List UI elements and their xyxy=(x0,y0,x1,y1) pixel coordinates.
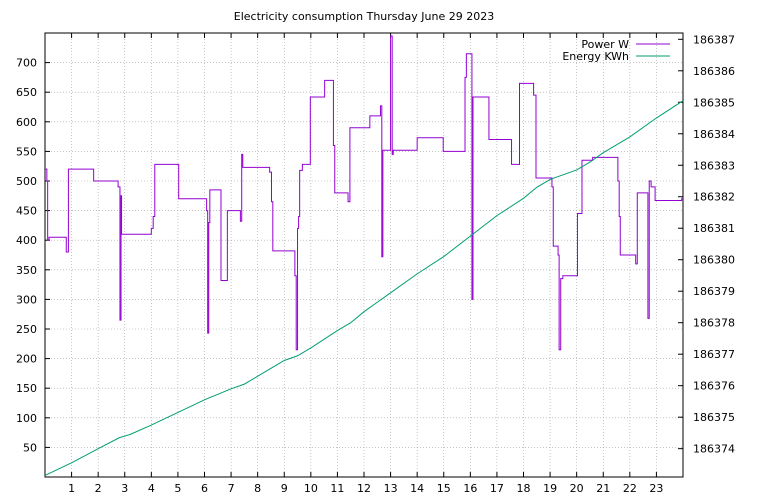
x-tick-label: 6 xyxy=(201,482,208,495)
x-tick-label: 5 xyxy=(174,482,181,495)
y2-tick-label: 186379 xyxy=(693,285,735,298)
y-tick-label: 450 xyxy=(16,205,37,218)
x-tick-label: 10 xyxy=(304,482,318,495)
x-tick-label: 16 xyxy=(463,482,477,495)
x-tick-label: 17 xyxy=(490,482,504,495)
y-tick-label: 50 xyxy=(23,441,37,454)
y2-tick-label: 186381 xyxy=(693,222,735,235)
y-tick-label: 350 xyxy=(16,264,37,277)
x-tick-label: 19 xyxy=(543,482,557,495)
series-layer xyxy=(44,35,684,476)
grid xyxy=(45,33,683,477)
y2-tick-label: 186387 xyxy=(693,33,735,46)
chart-title: Electricity consumption Thursday June 29… xyxy=(234,10,494,23)
y2-tick-label: 186385 xyxy=(693,96,735,109)
x-tick-label: 23 xyxy=(649,482,663,495)
power-w-line xyxy=(45,35,683,351)
energy-kwh-line xyxy=(44,100,684,476)
x-tick-label: 21 xyxy=(596,482,610,495)
legend-label-energy-kwh: Energy KWh xyxy=(562,50,629,63)
x-tick-label: 18 xyxy=(517,482,531,495)
x-tick-label: 9 xyxy=(281,482,288,495)
legend-label-power-w: Power W xyxy=(581,38,629,51)
y-tick-label: 650 xyxy=(16,86,37,99)
x-tick-label: 14 xyxy=(410,482,424,495)
x-tick-label: 12 xyxy=(357,482,371,495)
y2-tick-label: 186386 xyxy=(693,65,735,78)
x-tick-label: 13 xyxy=(384,482,398,495)
y-tick-label: 200 xyxy=(16,353,37,366)
axes: 1 2 3 4 5 6 7 8 9 10 11 12 13 14 15 16 17 18 19 20 21 22 23501… xyxy=(16,32,735,495)
x-tick-label: 4 xyxy=(148,482,155,495)
y-tick-label: 400 xyxy=(16,234,37,247)
y-tick-label: 600 xyxy=(16,116,37,129)
y2-tick-label: 186376 xyxy=(693,380,735,393)
x-tick-label: 20 xyxy=(570,482,584,495)
x-tick-label: 2 xyxy=(95,482,102,495)
x-tick-label: 1 xyxy=(68,482,75,495)
x-tick-label: 3 xyxy=(121,482,128,495)
y2-tick-label: 186375 xyxy=(693,411,735,424)
x-tick-label: 22 xyxy=(623,482,637,495)
y-tick-label: 100 xyxy=(16,412,37,425)
y-tick-label: 700 xyxy=(16,57,37,70)
y-tick-label: 150 xyxy=(16,382,37,395)
x-tick-label: 8 xyxy=(254,482,261,495)
y2-tick-label: 186384 xyxy=(693,128,735,141)
y-tick-label: 300 xyxy=(16,293,37,306)
y2-tick-label: 186383 xyxy=(693,159,735,172)
y2-tick-label: 186374 xyxy=(693,443,735,456)
y2-tick-label: 186380 xyxy=(693,254,735,267)
x-tick-label: 7 xyxy=(228,482,235,495)
y2-tick-label: 186377 xyxy=(693,348,735,361)
y-tick-label: 250 xyxy=(16,323,37,336)
x-tick-label: 15 xyxy=(437,482,451,495)
y-tick-label: 500 xyxy=(16,175,37,188)
y2-tick-label: 186378 xyxy=(693,317,735,330)
y-tick-label: 550 xyxy=(16,145,37,158)
x-tick-label: 11 xyxy=(330,482,344,495)
y2-tick-label: 186382 xyxy=(693,191,735,204)
